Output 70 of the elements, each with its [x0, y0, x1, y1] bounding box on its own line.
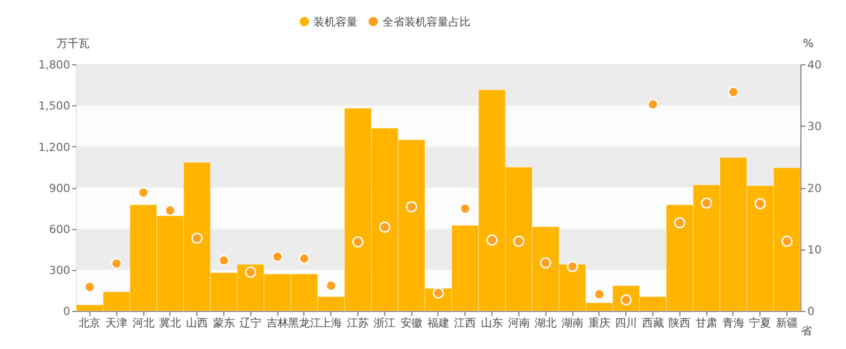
x-tick-label: 重庆	[588, 316, 610, 330]
y2-tick-label: 20	[807, 182, 822, 195]
point	[352, 236, 364, 248]
point	[781, 236, 793, 247]
x-tick-label: 上海	[320, 316, 342, 330]
y-axis-title: 万千瓦	[56, 37, 90, 50]
point	[191, 232, 203, 244]
point	[728, 86, 739, 98]
point	[164, 204, 176, 216]
point	[513, 236, 524, 247]
x-tick-label: 天津	[106, 316, 128, 330]
x-tick-label: 北京	[78, 316, 101, 330]
y-tick-label: 900	[48, 182, 70, 195]
x-tick-label: 江西	[454, 316, 476, 330]
y2-axis-title: %	[803, 37, 814, 50]
x-tick-label: 新疆	[776, 316, 798, 330]
y2-tick-label: 30	[807, 120, 822, 134]
point	[272, 251, 284, 262]
point	[84, 281, 96, 293]
point	[540, 257, 552, 268]
point	[674, 217, 686, 228]
x-tick-label: 陕西	[668, 316, 691, 330]
point	[432, 288, 444, 299]
point	[566, 261, 578, 272]
x-tick-label: 黑龙江	[288, 316, 321, 330]
x-tick-label: 山西	[186, 316, 208, 330]
y-tick-label: 600	[48, 222, 70, 236]
point	[326, 280, 337, 292]
y2-tick-label: 40	[807, 58, 822, 72]
x-tick-label: 冀北	[159, 316, 182, 330]
x-tick-label: 宁夏	[749, 316, 772, 330]
y-tick-label: 0	[63, 305, 70, 318]
y-tick-label: 300	[48, 264, 70, 278]
point	[245, 266, 256, 278]
y-tick-label: 1,500	[38, 100, 70, 113]
x-tick-label: 甘肃	[696, 316, 718, 330]
x-tick-label: 湖北	[534, 316, 557, 330]
x-tick-label: 河北	[132, 316, 154, 330]
y-tick-label: 1,200	[38, 140, 70, 154]
x-tick-label: 江苏	[346, 316, 369, 330]
point	[218, 254, 230, 266]
point	[110, 258, 122, 270]
x-axis-title: 省	[801, 324, 812, 338]
x-tick-label: 福建	[427, 316, 450, 330]
point	[298, 253, 310, 264]
x-tick-label: 蒙东	[212, 316, 235, 330]
x-tick-label: 安徽	[400, 316, 423, 330]
x-tick-label: 青海	[722, 316, 744, 330]
x-tick-label: 四川	[615, 316, 638, 330]
point	[486, 234, 498, 246]
point	[700, 198, 712, 209]
legend-label: 装机容量	[314, 15, 358, 28]
x-tick-label: 西藏	[642, 316, 664, 330]
point	[460, 203, 471, 214]
x-tick-label: 河南	[508, 316, 530, 330]
x-tick-label: 湖南	[561, 316, 584, 330]
x-tick-label: 山东	[480, 316, 503, 330]
x-tick-label: 浙江	[374, 316, 396, 330]
y2-tick-label: 10	[807, 244, 822, 257]
x-tick-label: 吉林	[266, 316, 288, 330]
point	[406, 201, 418, 212]
y2-tick-label: 0	[807, 305, 814, 318]
point	[379, 222, 390, 233]
legend-label: 全省装机容量占比	[382, 15, 471, 28]
x-tick-label: 辽宁	[240, 316, 262, 330]
y-tick-label: 1,800	[38, 58, 70, 72]
point	[754, 198, 766, 210]
point	[594, 288, 605, 300]
point	[647, 98, 658, 110]
point	[138, 187, 149, 198]
